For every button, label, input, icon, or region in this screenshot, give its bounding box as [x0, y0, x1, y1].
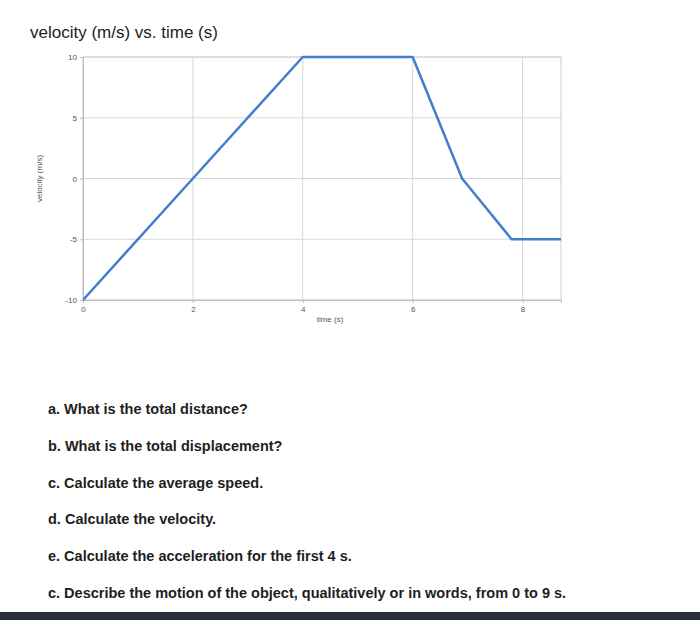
tick: 4 [301, 300, 306, 314]
tick-mark [413, 300, 414, 303]
tick: 2 [191, 300, 196, 314]
question: b. What is the total displacement? [48, 438, 283, 454]
tick-mark [523, 300, 524, 303]
tick-mark [80, 179, 83, 180]
tick: 10 [68, 53, 83, 62]
tick-label: 10 [68, 53, 77, 62]
tick: 6 [411, 300, 416, 314]
tick-label: -10 [65, 296, 77, 305]
grid [83, 57, 561, 300]
grid-line-y [83, 239, 561, 240]
grid-line-y [83, 178, 561, 179]
tick-label: 5 [73, 114, 78, 123]
tick: -10 [65, 296, 83, 305]
grid-line-y [83, 117, 561, 118]
tick: -5 [70, 235, 83, 244]
tick-label: 6 [411, 305, 416, 314]
tick-label: 8 [521, 305, 526, 314]
tick-label: 0 [81, 305, 86, 314]
tick-mark [80, 300, 83, 301]
axis-line [80, 58, 84, 301]
question: c. Describe the motion of the object, qu… [48, 585, 566, 601]
question: c. Calculate the average speed. [48, 475, 263, 491]
tick: 0 [81, 300, 86, 314]
tick-mark [303, 300, 304, 303]
tick-label: -5 [70, 235, 78, 244]
x-axis-title: time (s) [317, 315, 344, 324]
tick-label: 0 [73, 175, 78, 184]
question: e. Calculate the acceleration for the fi… [48, 548, 352, 564]
question: a. What is the total distance? [48, 401, 248, 417]
plot-frame [83, 57, 561, 300]
tick: 0 [73, 175, 83, 184]
plot-marks [83, 57, 561, 300]
question: d. Calculate the velocity. [48, 511, 216, 527]
velocity-line [83, 57, 561, 300]
background [0, 0, 700, 620]
tick: 8 [521, 300, 526, 314]
y-axis: -10 -5 0 5 10 [65, 53, 83, 305]
axis-line [84, 301, 562, 304]
tick-mark [80, 57, 83, 58]
y-axis-title: velocity (m/s) [35, 155, 44, 202]
x-axis: 0 2 4 6 8 [81, 300, 561, 314]
page: velocity (m/s) vs. time (s) 0 2 4 6 8 -10 -5 0 5 1… [0, 0, 700, 620]
tick-mark [80, 118, 83, 119]
chart-title: velocity (m/s) vs. time (s) [30, 23, 218, 42]
tick: 5 [73, 114, 83, 123]
tick-label: 2 [191, 305, 196, 314]
tick-mark [80, 239, 83, 240]
bottom-bar [0, 612, 700, 620]
tick-mark [193, 300, 194, 303]
tick-label: 4 [301, 305, 306, 314]
